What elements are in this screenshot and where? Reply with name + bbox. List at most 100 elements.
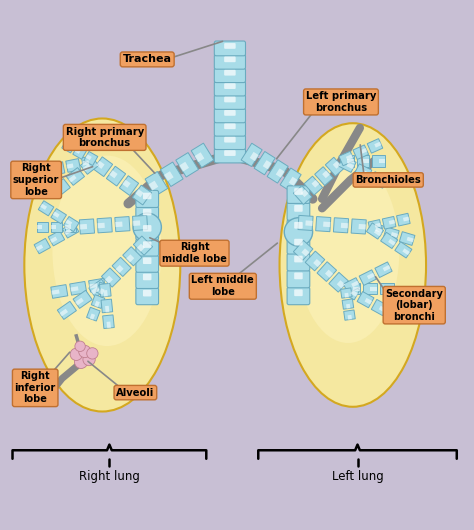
Polygon shape	[59, 308, 68, 316]
Polygon shape	[316, 217, 331, 232]
Polygon shape	[379, 306, 386, 313]
Polygon shape	[52, 179, 70, 197]
Polygon shape	[366, 223, 383, 239]
Text: Left lung: Left lung	[332, 470, 383, 483]
Polygon shape	[191, 143, 214, 167]
FancyBboxPatch shape	[136, 190, 158, 207]
Polygon shape	[64, 142, 70, 147]
Polygon shape	[66, 167, 84, 185]
Polygon shape	[342, 299, 354, 309]
Polygon shape	[119, 176, 139, 196]
Polygon shape	[374, 223, 381, 228]
Polygon shape	[362, 170, 370, 177]
Polygon shape	[65, 225, 71, 229]
FancyBboxPatch shape	[224, 150, 236, 156]
Polygon shape	[48, 231, 64, 246]
FancyBboxPatch shape	[294, 272, 303, 279]
Polygon shape	[50, 236, 57, 243]
Polygon shape	[70, 286, 79, 292]
Polygon shape	[66, 158, 81, 172]
Polygon shape	[350, 290, 358, 297]
Polygon shape	[388, 239, 396, 246]
Polygon shape	[68, 175, 77, 182]
Circle shape	[83, 354, 95, 366]
Polygon shape	[36, 225, 42, 229]
Polygon shape	[374, 229, 382, 236]
Polygon shape	[346, 162, 355, 169]
Ellipse shape	[280, 123, 426, 407]
Ellipse shape	[53, 156, 162, 346]
FancyBboxPatch shape	[214, 68, 246, 83]
FancyBboxPatch shape	[143, 193, 152, 199]
Polygon shape	[91, 287, 100, 294]
Polygon shape	[100, 284, 111, 297]
Polygon shape	[315, 167, 333, 185]
Polygon shape	[50, 162, 65, 175]
Polygon shape	[90, 313, 95, 320]
Polygon shape	[94, 301, 100, 307]
Polygon shape	[82, 160, 89, 165]
FancyBboxPatch shape	[294, 255, 303, 262]
Polygon shape	[82, 164, 91, 172]
Polygon shape	[89, 283, 98, 288]
Polygon shape	[105, 276, 113, 284]
Polygon shape	[64, 229, 72, 235]
Polygon shape	[126, 254, 134, 262]
FancyBboxPatch shape	[287, 270, 310, 288]
Polygon shape	[340, 288, 352, 298]
Polygon shape	[89, 278, 106, 292]
FancyBboxPatch shape	[214, 108, 246, 123]
Polygon shape	[74, 148, 81, 154]
Polygon shape	[280, 168, 301, 191]
Polygon shape	[380, 283, 394, 294]
Polygon shape	[133, 236, 153, 255]
Polygon shape	[194, 152, 204, 162]
Text: Bronchioles: Bronchioles	[356, 175, 421, 185]
Polygon shape	[148, 181, 158, 190]
Polygon shape	[329, 272, 348, 292]
Polygon shape	[75, 298, 84, 305]
Polygon shape	[346, 283, 360, 294]
Polygon shape	[122, 180, 131, 188]
Polygon shape	[51, 225, 56, 229]
Polygon shape	[79, 219, 94, 234]
Circle shape	[284, 218, 313, 246]
Polygon shape	[378, 178, 386, 185]
Polygon shape	[360, 148, 367, 154]
FancyBboxPatch shape	[136, 288, 158, 305]
Polygon shape	[370, 287, 377, 290]
Polygon shape	[101, 268, 121, 287]
FancyBboxPatch shape	[136, 271, 158, 288]
Polygon shape	[73, 290, 92, 308]
Polygon shape	[109, 170, 118, 179]
Polygon shape	[73, 145, 87, 159]
FancyBboxPatch shape	[143, 290, 152, 296]
Polygon shape	[133, 215, 148, 231]
Polygon shape	[89, 279, 108, 297]
Polygon shape	[383, 227, 399, 241]
Polygon shape	[346, 304, 350, 309]
FancyBboxPatch shape	[224, 70, 236, 76]
Ellipse shape	[297, 158, 399, 343]
FancyBboxPatch shape	[136, 223, 158, 240]
FancyBboxPatch shape	[294, 222, 303, 228]
Polygon shape	[293, 241, 313, 260]
Polygon shape	[101, 299, 113, 313]
Polygon shape	[363, 159, 369, 163]
FancyBboxPatch shape	[136, 207, 158, 224]
Circle shape	[74, 355, 88, 368]
Polygon shape	[391, 232, 398, 237]
Polygon shape	[359, 270, 376, 285]
Polygon shape	[351, 219, 366, 234]
FancyBboxPatch shape	[224, 57, 236, 62]
Polygon shape	[51, 222, 62, 232]
FancyBboxPatch shape	[224, 137, 236, 143]
Polygon shape	[403, 217, 410, 222]
Polygon shape	[305, 220, 313, 226]
Polygon shape	[115, 217, 130, 232]
Polygon shape	[387, 287, 394, 290]
Polygon shape	[116, 265, 124, 273]
Polygon shape	[301, 189, 309, 197]
Polygon shape	[70, 281, 87, 295]
Polygon shape	[325, 270, 333, 278]
